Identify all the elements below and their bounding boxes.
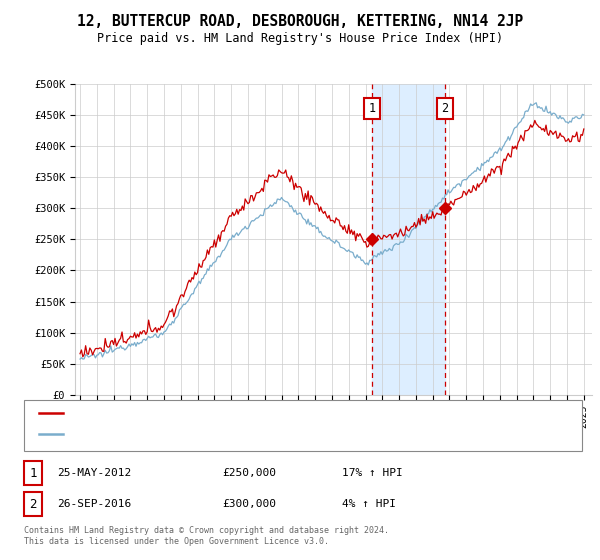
Text: 2: 2 (29, 497, 37, 511)
Text: 1: 1 (29, 466, 37, 480)
Text: 1: 1 (368, 102, 376, 115)
Text: 4% ↑ HPI: 4% ↑ HPI (342, 499, 396, 509)
Text: HPI: Average price, detached house, North Northamptonshire: HPI: Average price, detached house, Nort… (69, 429, 417, 439)
Text: Contains HM Land Registry data © Crown copyright and database right 2024.
This d: Contains HM Land Registry data © Crown c… (24, 526, 389, 546)
Text: £300,000: £300,000 (222, 499, 276, 509)
Text: 2: 2 (442, 102, 448, 115)
Text: 26-SEP-2016: 26-SEP-2016 (57, 499, 131, 509)
Text: 12, BUTTERCUP ROAD, DESBOROUGH, KETTERING, NN14 2JP: 12, BUTTERCUP ROAD, DESBOROUGH, KETTERIN… (77, 14, 523, 29)
Text: 17% ↑ HPI: 17% ↑ HPI (342, 468, 403, 478)
Text: £250,000: £250,000 (222, 468, 276, 478)
Bar (372, 84, 445, 395)
Text: Price paid vs. HM Land Registry's House Price Index (HPI): Price paid vs. HM Land Registry's House … (97, 32, 503, 45)
Text: 12, BUTTERCUP ROAD, DESBOROUGH, KETTERING, NN14 2JP (detached house): 12, BUTTERCUP ROAD, DESBOROUGH, KETTERIN… (69, 408, 477, 418)
Text: 25-MAY-2012: 25-MAY-2012 (57, 468, 131, 478)
